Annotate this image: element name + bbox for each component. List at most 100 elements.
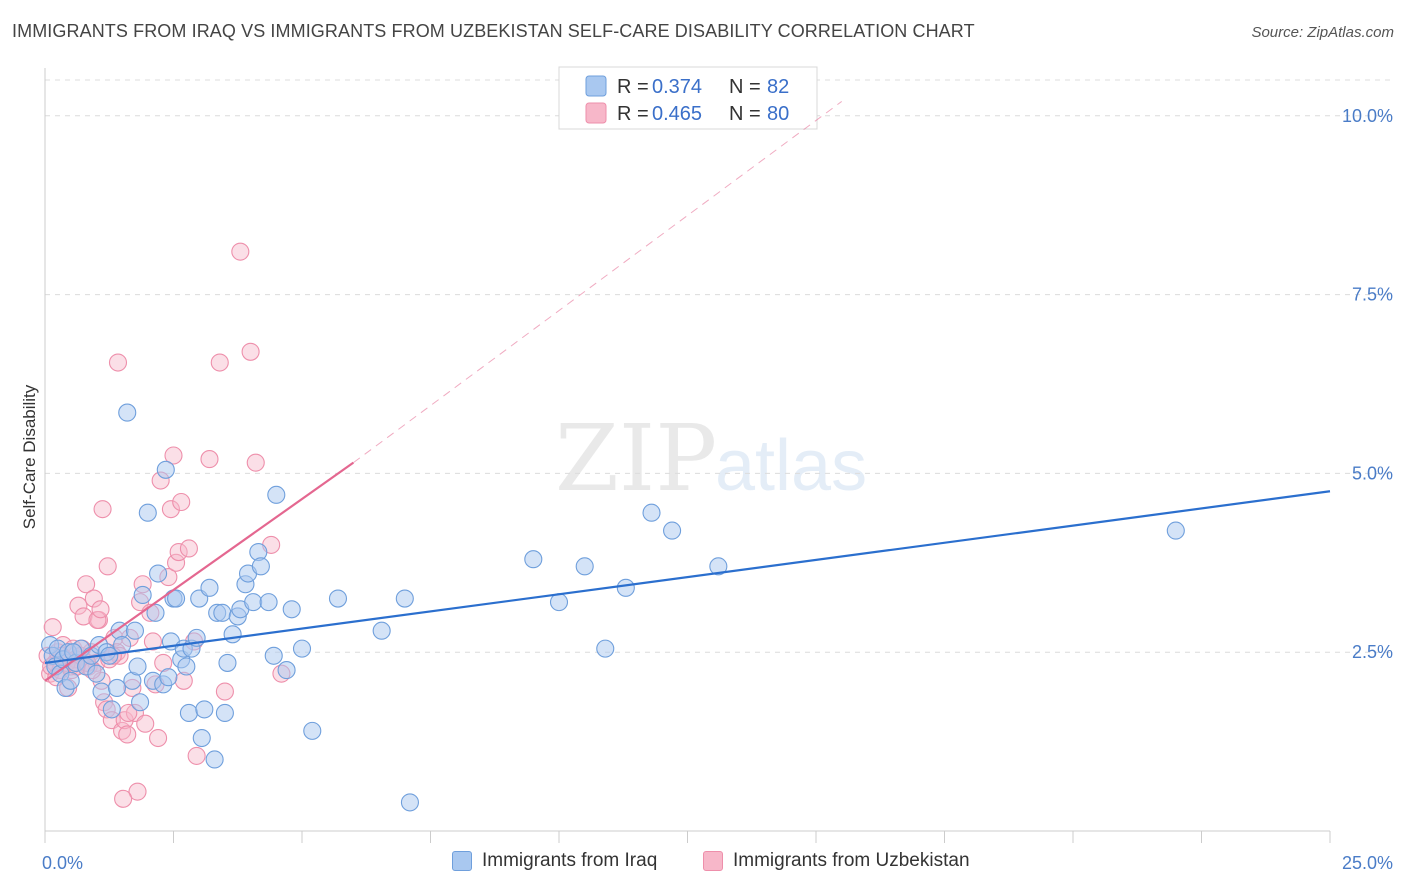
- uzbekistan-point: [210, 353, 229, 372]
- y-tick-label: 10.0%: [1342, 106, 1393, 126]
- iraq-point: [244, 593, 263, 612]
- axes: [44, 68, 1331, 843]
- uzbekistan-point: [172, 492, 191, 512]
- iraq-point: [146, 603, 165, 622]
- uzbekistan-point: [84, 589, 103, 608]
- iraq-point: [128, 657, 147, 676]
- y-tick-label: 2.5%: [1352, 642, 1393, 662]
- watermark: ZIP atlas: [555, 405, 867, 512]
- trend-lines: [44, 101, 1331, 682]
- iraq-point: [131, 693, 150, 712]
- bottom-legend-uzbekistan: Immigrants from Uzbekistan: [703, 850, 970, 872]
- iraq-point: [92, 682, 111, 701]
- iraq-point: [213, 603, 232, 622]
- iraq-point: [159, 668, 178, 687]
- uzbekistan-trend-extension: [353, 101, 842, 464]
- uzbekistan-point: [246, 453, 265, 472]
- bottom-legend-iraq: Immigrants from Iraq: [452, 850, 657, 872]
- iraq-point: [663, 521, 682, 540]
- uzbekistan-point: [114, 789, 133, 808]
- iraq-point: [575, 557, 594, 576]
- iraq-point: [328, 589, 348, 608]
- bottom-legend-iraq-label: Immigrants from Iraq: [482, 850, 658, 871]
- iraq-point: [156, 460, 175, 479]
- series-uzbekistan-points: [38, 242, 291, 808]
- iraq-point: [282, 600, 301, 619]
- iraq-point: [125, 621, 144, 640]
- iraq-point: [400, 793, 419, 812]
- x-tick-label: 25.0%: [1342, 853, 1393, 873]
- uzbekistan-point: [69, 596, 88, 615]
- bottom-legend-uzbekistan-swatch: [703, 851, 723, 871]
- iraq-point: [596, 639, 615, 658]
- iraq-point: [616, 578, 635, 597]
- y-tick-label: 5.0%: [1352, 463, 1393, 483]
- y-tick-label: 7.5%: [1352, 285, 1393, 305]
- iraq-point: [179, 703, 198, 723]
- chart-title: IMMIGRANTS FROM IRAQ VS IMMIGRANTS FROM …: [12, 21, 975, 41]
- iraq-point: [87, 664, 106, 683]
- uzbekistan-point: [215, 682, 234, 701]
- y-axis-label: Self-Care Disability: [20, 384, 39, 529]
- uzbekistan-point: [241, 342, 260, 361]
- iraq-point: [267, 485, 286, 504]
- iraq-point: [138, 503, 157, 522]
- legend-uzbekistan-r-value: 0.465: [652, 103, 702, 125]
- uzbekistan-point: [118, 725, 137, 744]
- source-label: Source: ZipAtlas.com: [1251, 24, 1394, 41]
- iraq-point: [524, 550, 543, 569]
- iraq-point: [264, 646, 283, 665]
- legend-iraq-r-value: 0.374: [652, 76, 702, 98]
- uzbekistan-point: [136, 714, 155, 733]
- uzbekistan-point: [113, 721, 132, 740]
- legend-iraq-n-label: N =: [729, 76, 761, 98]
- uzbekistan-point: [161, 500, 180, 519]
- bottom-legend-uzbekistan-label: Immigrants from Uzbekistan: [733, 850, 970, 871]
- iraq-point: [395, 589, 414, 608]
- uzbekistan-point: [108, 353, 128, 372]
- uzbekistan-point: [231, 242, 250, 261]
- iraq-point: [149, 564, 168, 583]
- iraq-point: [61, 671, 80, 690]
- uzbekistan-point: [169, 543, 188, 562]
- uzbekistan-point: [164, 446, 183, 465]
- iraq-point: [549, 593, 569, 612]
- uzbekistan-point: [149, 728, 168, 748]
- iraq-point: [167, 589, 186, 608]
- iraq-point: [215, 703, 234, 723]
- iraq-point: [223, 625, 242, 644]
- uzbekistan-point: [143, 632, 162, 651]
- uzbekistan-point: [187, 746, 206, 765]
- tick-labels: 2.5% 5.0% 7.5% 10.0% 0.0% 25.0%: [42, 106, 1393, 873]
- iraq-point: [709, 557, 728, 576]
- iraq-point: [118, 403, 137, 422]
- iraq-point: [259, 593, 278, 612]
- uzbekistan-point: [88, 610, 107, 630]
- legend-uzbekistan-n-value: 80: [767, 103, 789, 125]
- legend-iraq-n-value: 82: [767, 76, 789, 98]
- iraq-point: [107, 678, 127, 698]
- iraq-point: [277, 661, 296, 680]
- iraq-point: [292, 639, 312, 658]
- legend: R = 0.374 N = 82 R = 0.465 N = 80: [558, 66, 818, 130]
- iraq-point: [251, 557, 270, 576]
- iraq-point: [133, 585, 152, 605]
- legend-iraq-swatch: [585, 75, 607, 97]
- iraq-point: [642, 503, 661, 522]
- iraq-point: [200, 578, 219, 597]
- uzbekistan-point: [93, 500, 112, 519]
- uzbekistan-point: [91, 600, 110, 619]
- uzbekistan-point: [43, 618, 62, 637]
- iraq-point: [1166, 521, 1185, 540]
- iraq-point: [205, 750, 224, 769]
- uzbekistan-trend-line: [44, 461, 355, 682]
- iraq-trend-line: [44, 490, 1331, 665]
- uzbekistan-point: [200, 450, 219, 469]
- iraq-point: [218, 653, 237, 672]
- watermark-atlas: atlas: [715, 426, 867, 506]
- x-tick-label: 0.0%: [42, 853, 83, 873]
- legend-uzbekistan-n-label: N =: [729, 103, 761, 125]
- uzbekistan-point: [77, 575, 96, 594]
- iraq-point: [303, 721, 322, 740]
- iraq-point: [102, 700, 121, 719]
